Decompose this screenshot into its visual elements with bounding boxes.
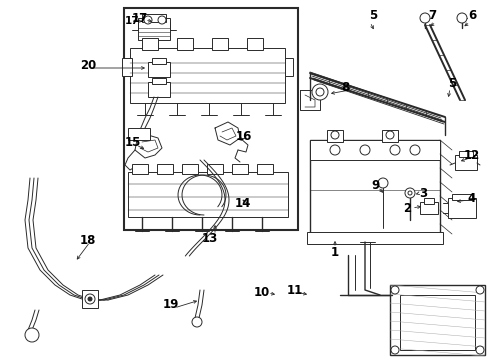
Text: 16: 16 xyxy=(236,130,252,143)
Circle shape xyxy=(25,328,39,342)
Bar xyxy=(152,58,166,64)
Bar xyxy=(152,78,166,84)
Text: 1: 1 xyxy=(331,246,339,258)
Circle shape xyxy=(386,131,394,139)
Bar xyxy=(455,155,477,170)
Bar xyxy=(142,38,158,50)
Bar xyxy=(207,164,223,174)
Text: 19: 19 xyxy=(163,298,179,311)
Text: 15: 15 xyxy=(125,135,141,149)
Bar xyxy=(307,232,443,244)
Bar xyxy=(448,198,476,218)
Bar xyxy=(177,38,193,50)
Bar xyxy=(247,38,263,50)
Text: 5: 5 xyxy=(369,9,377,22)
Circle shape xyxy=(410,145,420,155)
Bar xyxy=(142,14,166,22)
Bar xyxy=(257,164,273,174)
Text: 4: 4 xyxy=(468,192,476,204)
Circle shape xyxy=(192,317,202,327)
Bar xyxy=(452,194,472,200)
Circle shape xyxy=(476,286,484,294)
Bar xyxy=(148,62,170,77)
Circle shape xyxy=(476,346,484,354)
Bar xyxy=(157,164,173,174)
Bar xyxy=(82,290,98,308)
Bar xyxy=(459,151,473,157)
Bar xyxy=(232,164,248,174)
Circle shape xyxy=(144,16,152,24)
Bar xyxy=(212,38,228,50)
Bar xyxy=(420,202,438,214)
Bar xyxy=(285,58,293,76)
Circle shape xyxy=(85,294,95,304)
Circle shape xyxy=(378,178,388,188)
Bar xyxy=(400,295,475,350)
Bar xyxy=(382,130,398,142)
Bar xyxy=(128,128,150,140)
Text: 18: 18 xyxy=(80,234,96,247)
Circle shape xyxy=(158,16,166,24)
Text: 7: 7 xyxy=(428,9,436,22)
Text: 14: 14 xyxy=(235,197,251,210)
Bar xyxy=(390,285,485,355)
Bar xyxy=(310,140,440,160)
Text: 5: 5 xyxy=(448,77,456,90)
Text: 11: 11 xyxy=(287,284,303,297)
Circle shape xyxy=(391,286,399,294)
Bar xyxy=(132,164,148,174)
Bar xyxy=(130,48,285,103)
Bar xyxy=(182,164,198,174)
Circle shape xyxy=(331,131,339,139)
Text: 17: 17 xyxy=(124,16,139,26)
Circle shape xyxy=(360,145,370,155)
Circle shape xyxy=(88,297,92,301)
Circle shape xyxy=(405,188,415,198)
Text: 10: 10 xyxy=(254,285,270,298)
Text: 2: 2 xyxy=(403,202,411,215)
Bar xyxy=(122,58,132,76)
Circle shape xyxy=(316,88,324,96)
Text: 9: 9 xyxy=(371,179,379,192)
Bar xyxy=(124,8,298,230)
Bar xyxy=(148,82,170,97)
Text: 17: 17 xyxy=(132,12,148,24)
Circle shape xyxy=(391,346,399,354)
Text: 6: 6 xyxy=(468,9,476,22)
Text: 20: 20 xyxy=(80,59,96,72)
Circle shape xyxy=(312,84,328,100)
Text: 8: 8 xyxy=(341,81,349,94)
Circle shape xyxy=(408,191,412,195)
Bar xyxy=(310,140,440,240)
Text: 13: 13 xyxy=(202,231,218,244)
Bar xyxy=(424,198,434,204)
Bar xyxy=(128,172,288,217)
Circle shape xyxy=(457,13,467,23)
Circle shape xyxy=(420,13,430,23)
Circle shape xyxy=(390,145,400,155)
Text: 12: 12 xyxy=(464,149,480,162)
Bar xyxy=(138,18,170,40)
Bar xyxy=(327,130,343,142)
Text: 3: 3 xyxy=(419,186,427,199)
Circle shape xyxy=(330,145,340,155)
